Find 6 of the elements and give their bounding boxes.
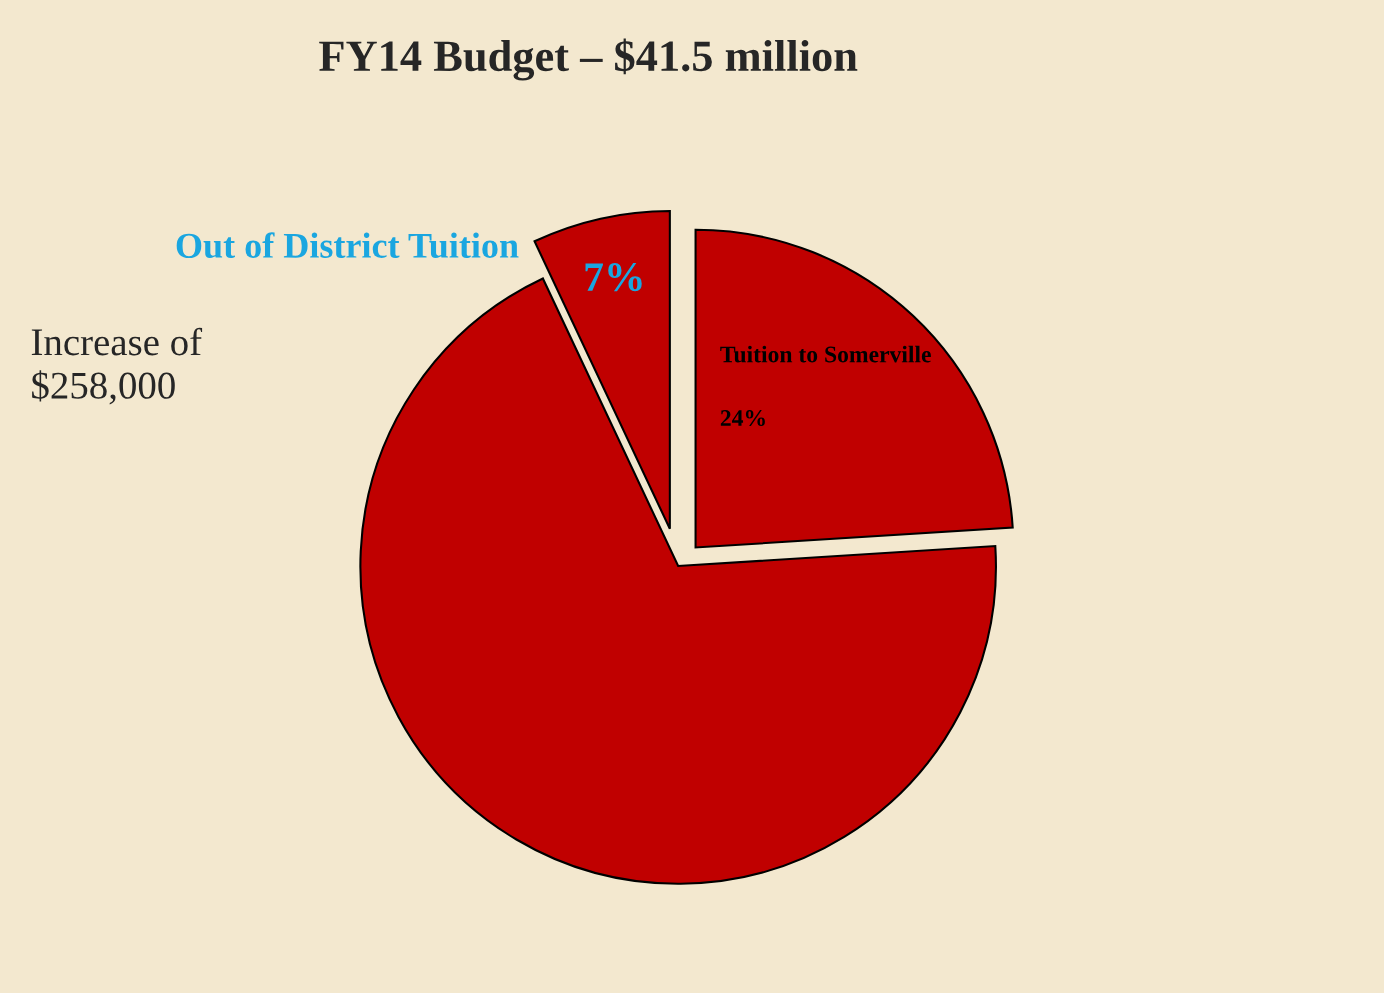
text: Increase of $258,000 — [31, 327, 203, 405]
slice-label: Tuition to Somerville — [720, 345, 931, 363]
slice-label: Out of District Tuition — [176, 232, 519, 259]
chart-title: FY14 Budget – $41.5 million — [319, 38, 858, 81]
data-label: 7% — [585, 263, 642, 292]
data-label: 24% — [720, 410, 765, 427]
